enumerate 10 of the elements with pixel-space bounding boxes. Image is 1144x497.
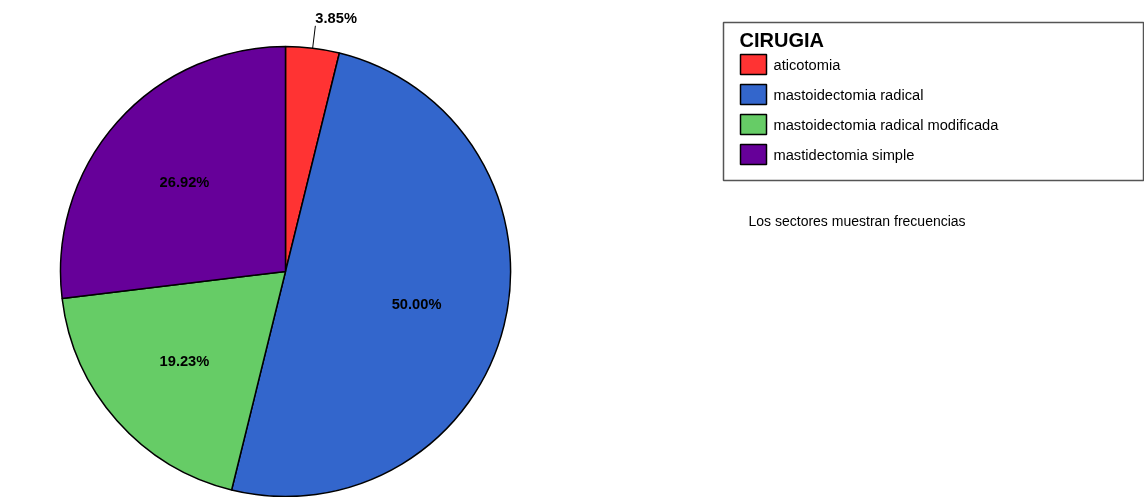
data-label: 26.92%: [159, 173, 210, 190]
legend-title: CIRUGIA: [739, 28, 824, 51]
data-label: 50.00%: [391, 295, 442, 312]
legend-label: aticotomia: [773, 56, 842, 73]
legend-label: mastoidectomia radical: [773, 86, 924, 103]
text: Los sectores muestran frecuencias: [748, 212, 966, 229]
legend-label: mastidectomia simple: [773, 146, 915, 163]
data-label: 3.85%: [315, 9, 357, 26]
legend-label: mastoidectomia radical modificada: [773, 116, 1000, 133]
data-label: 19.23%: [159, 353, 210, 369]
